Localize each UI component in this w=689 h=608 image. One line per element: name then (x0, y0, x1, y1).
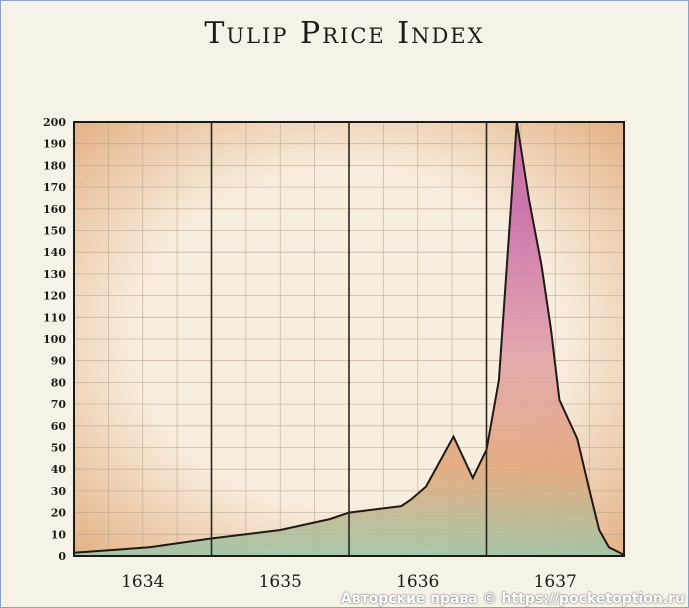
y-tick-label: 70 (51, 398, 67, 411)
y-tick-label: 60 (51, 420, 67, 433)
price-area (74, 122, 624, 556)
y-tick-label: 90 (51, 355, 67, 368)
x-axis: 1634 1635 1636 1637 (121, 572, 577, 592)
y-tick-label: 130 (43, 268, 66, 281)
x-tick-label: 1634 (121, 572, 164, 592)
year-dividers (210, 122, 488, 556)
y-tick-label: 160 (43, 203, 66, 216)
watermark: Авторские права © https://pocketoption.r… (340, 591, 685, 607)
x-tick-label: 1636 (396, 572, 439, 592)
y-tick-label: 30 (51, 485, 67, 498)
chart-title: Tulip Price Index (204, 16, 485, 51)
plot-border (73, 121, 625, 557)
y-tick-label: 100 (43, 333, 66, 346)
y-axis: 0 10 20 30 40 50 60 70 80 90 100 110 120 130 140 150 160… (43, 116, 66, 563)
y-tick-label: 10 (51, 528, 67, 541)
y-tick-label: 40 (51, 463, 67, 476)
y-tick-label: 200 (43, 116, 66, 129)
y-tick-label: 140 (43, 246, 66, 259)
y-tick-label: 150 (43, 225, 66, 238)
x-tick-label: 1637 (534, 572, 577, 592)
y-tick-label: 20 (51, 507, 67, 520)
y-tick-label: 110 (43, 311, 66, 324)
y-tick-label: 190 (43, 138, 66, 151)
y-tick-label: 180 (43, 159, 66, 172)
y-tick-label: 80 (51, 376, 67, 389)
y-tick-label: 170 (43, 181, 66, 194)
y-tick-label: 120 (43, 290, 66, 303)
y-tick-label: 50 (51, 442, 67, 455)
x-tick-label: 1635 (259, 572, 302, 592)
y-tick-label: 0 (58, 550, 66, 563)
